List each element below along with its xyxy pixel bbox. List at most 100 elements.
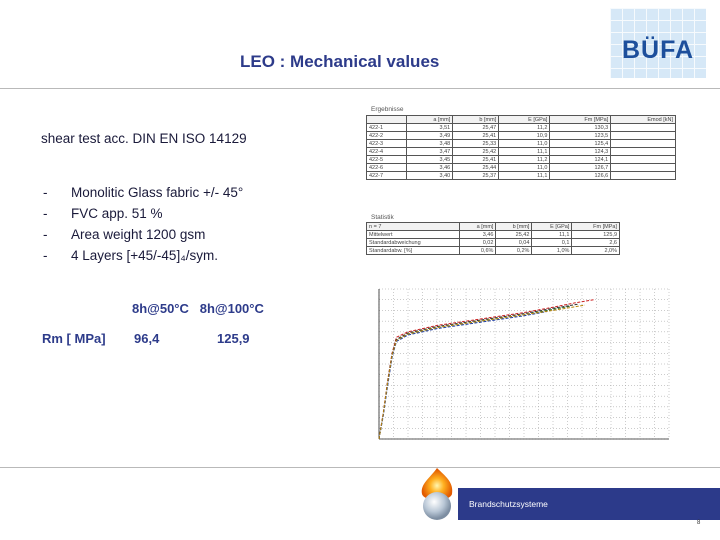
table-cell — [610, 147, 676, 156]
table-cell: 11,0 — [498, 163, 551, 172]
table-cell: Fm [MPa] — [549, 115, 612, 124]
table-row: 422-4 3,47 25,42 11,1 124,3 — [365, 147, 676, 156]
table-cell: b [mm] — [495, 222, 533, 231]
table-cell: Standardabw. [%] — [365, 246, 461, 255]
table-cell: 25,44 — [452, 163, 500, 172]
table-cell: 124,3 — [549, 147, 612, 156]
table-cell: 11,1 — [498, 147, 551, 156]
bullet-item: - FVC app. 51 % — [43, 206, 163, 221]
table-cell: 124,1 — [549, 155, 612, 164]
table-cell: Standardabweichung — [365, 238, 461, 247]
table-cell: b [mm] — [452, 115, 500, 124]
bullet-item: -4 Layers [+45/-45]₄/sym. — [43, 248, 218, 263]
page-number: 8 — [697, 520, 701, 526]
table-cell: 125,9 — [571, 230, 620, 239]
table-cell — [610, 163, 676, 172]
table-cell: 11,2 — [498, 123, 551, 132]
table-cell: a [mm] — [459, 222, 497, 231]
table-cell: 422-3 — [365, 139, 408, 148]
bullet-list: - Monolitic Glass fabric +/- 45° - FVC app… — [41, 182, 351, 266]
table-cell: 130,3 — [549, 123, 612, 132]
table-cell: a [mm] — [406, 115, 454, 124]
content-column: shear test acc. DIN EN ISO 14129 - Monoli… — [41, 131, 351, 266]
table-row: 422-7 3,40 25,37 11,1 126,6 — [365, 171, 676, 180]
table-cell — [365, 115, 408, 124]
table-cell: 2,6 — [571, 238, 620, 247]
table-cell — [610, 171, 676, 180]
table-cell: 11,0 — [498, 139, 551, 148]
footer-band-label: Brandschutzsysteme — [469, 499, 548, 509]
bullet-item: - Area weight 1200 gsm — [43, 227, 206, 242]
table-cell: 1,0% — [531, 246, 573, 255]
slide-title: LEO : Mechanical values — [240, 52, 440, 71]
table-cell — [610, 155, 676, 164]
table-cell: 0,1 — [531, 238, 573, 247]
table-cell — [610, 131, 676, 140]
table-header-row: a [mm] b [mm] E [GPa] Fm [MPa] Emod [kN] — [365, 115, 676, 124]
test-spec: shear test acc. DIN EN ISO 14129 — [41, 131, 247, 146]
results-col-2: 8h@100°C — [199, 301, 264, 316]
series-line — [378, 311, 548, 440]
table-cell: 25,47 — [452, 123, 500, 132]
table-cell: 25,41 — [452, 131, 500, 140]
footer-band — [458, 488, 720, 520]
table-row: 422-5 3,45 25,41 11,2 124,1 — [365, 155, 676, 164]
table-row: Standardabw. [%] 0,6% 0,2% 1,0% 2,0% — [365, 246, 620, 255]
table2-caption: Statistik — [371, 214, 394, 221]
table-cell: 25,42 — [495, 230, 533, 239]
table-cell: 125,4 — [549, 139, 612, 148]
table-cell: 126,7 — [549, 163, 612, 172]
table-cell: 126,6 — [549, 171, 612, 180]
series-line — [378, 305, 571, 440]
table-cell: 422-5 — [365, 155, 408, 164]
results-row: Rm [ MPa] 96,4 125,9 — [42, 331, 250, 346]
table-cell: 3,48 — [406, 139, 454, 148]
table-cell: 3,45 — [406, 155, 454, 164]
table-cell: 11,1 — [498, 171, 551, 180]
results-val-1: 96,4 — [134, 331, 160, 346]
table-row: 422-2 3,49 25,41 10,9 123,5 — [365, 131, 676, 140]
table-cell: 422-1 — [365, 123, 408, 132]
stress-strain-chart — [378, 288, 670, 440]
results-row-label: Rm [ MPa] — [42, 331, 106, 346]
results-val-2: 125,9 — [217, 331, 250, 346]
company-logo: BÜFA — [610, 8, 706, 78]
table-cell: 0,04 — [495, 238, 533, 247]
table-row: 422-1 3,51 25,47 11,2 130,3 — [365, 123, 676, 132]
table-cell: 0,6% — [459, 246, 497, 255]
table-cell: 25,37 — [452, 171, 500, 180]
table1-caption: Ergebnisse — [371, 106, 404, 113]
series-line — [378, 303, 580, 440]
results-header: 8h@50°C 8h@100°C — [132, 301, 264, 316]
table-cell: 3,46 — [459, 230, 497, 239]
table-cell: 11,2 — [498, 155, 551, 164]
table-cell: 3,46 — [406, 163, 454, 172]
series-line — [378, 304, 585, 440]
bullet-item: - Monolitic Glass fabric +/- 45° — [43, 185, 244, 200]
logo-text: BÜFA — [621, 36, 695, 64]
results-col-1: 8h@50°C — [132, 301, 189, 316]
table-cell: 3,51 — [406, 123, 454, 132]
table-row: 422-6 3,46 25,44 11,0 126,7 — [365, 163, 676, 172]
table-cell: Fm [MPa] — [571, 222, 620, 231]
fireball-icon — [421, 468, 453, 520]
table-cell: 0,2% — [495, 246, 533, 255]
table-cell: 10,9 — [498, 131, 551, 140]
table-cell: 25,33 — [452, 139, 500, 148]
table-cell: 25,41 — [452, 155, 500, 164]
table-cell: 3,49 — [406, 131, 454, 140]
table-cell: 3,47 — [406, 147, 454, 156]
table-cell: 11,1 — [531, 230, 573, 239]
table-cell: 422-6 — [365, 163, 408, 172]
table-row: 422-3 3,48 25,33 11,0 125,4 — [365, 139, 676, 148]
header-divider — [0, 88, 720, 89]
table-cell: 422-7 — [365, 171, 408, 180]
table-cell: Mittelwert — [365, 230, 461, 239]
results-table: a [mm] b [mm] E [GPa] Fm [MPa] Emod [kN] 422-… — [365, 115, 676, 180]
table-cell: Emod [kN] — [610, 115, 676, 124]
table-cell: 422-4 — [365, 147, 408, 156]
series-line — [378, 299, 594, 440]
table-cell: 3,40 — [406, 171, 454, 180]
table-cell: 422-2 — [365, 131, 408, 140]
